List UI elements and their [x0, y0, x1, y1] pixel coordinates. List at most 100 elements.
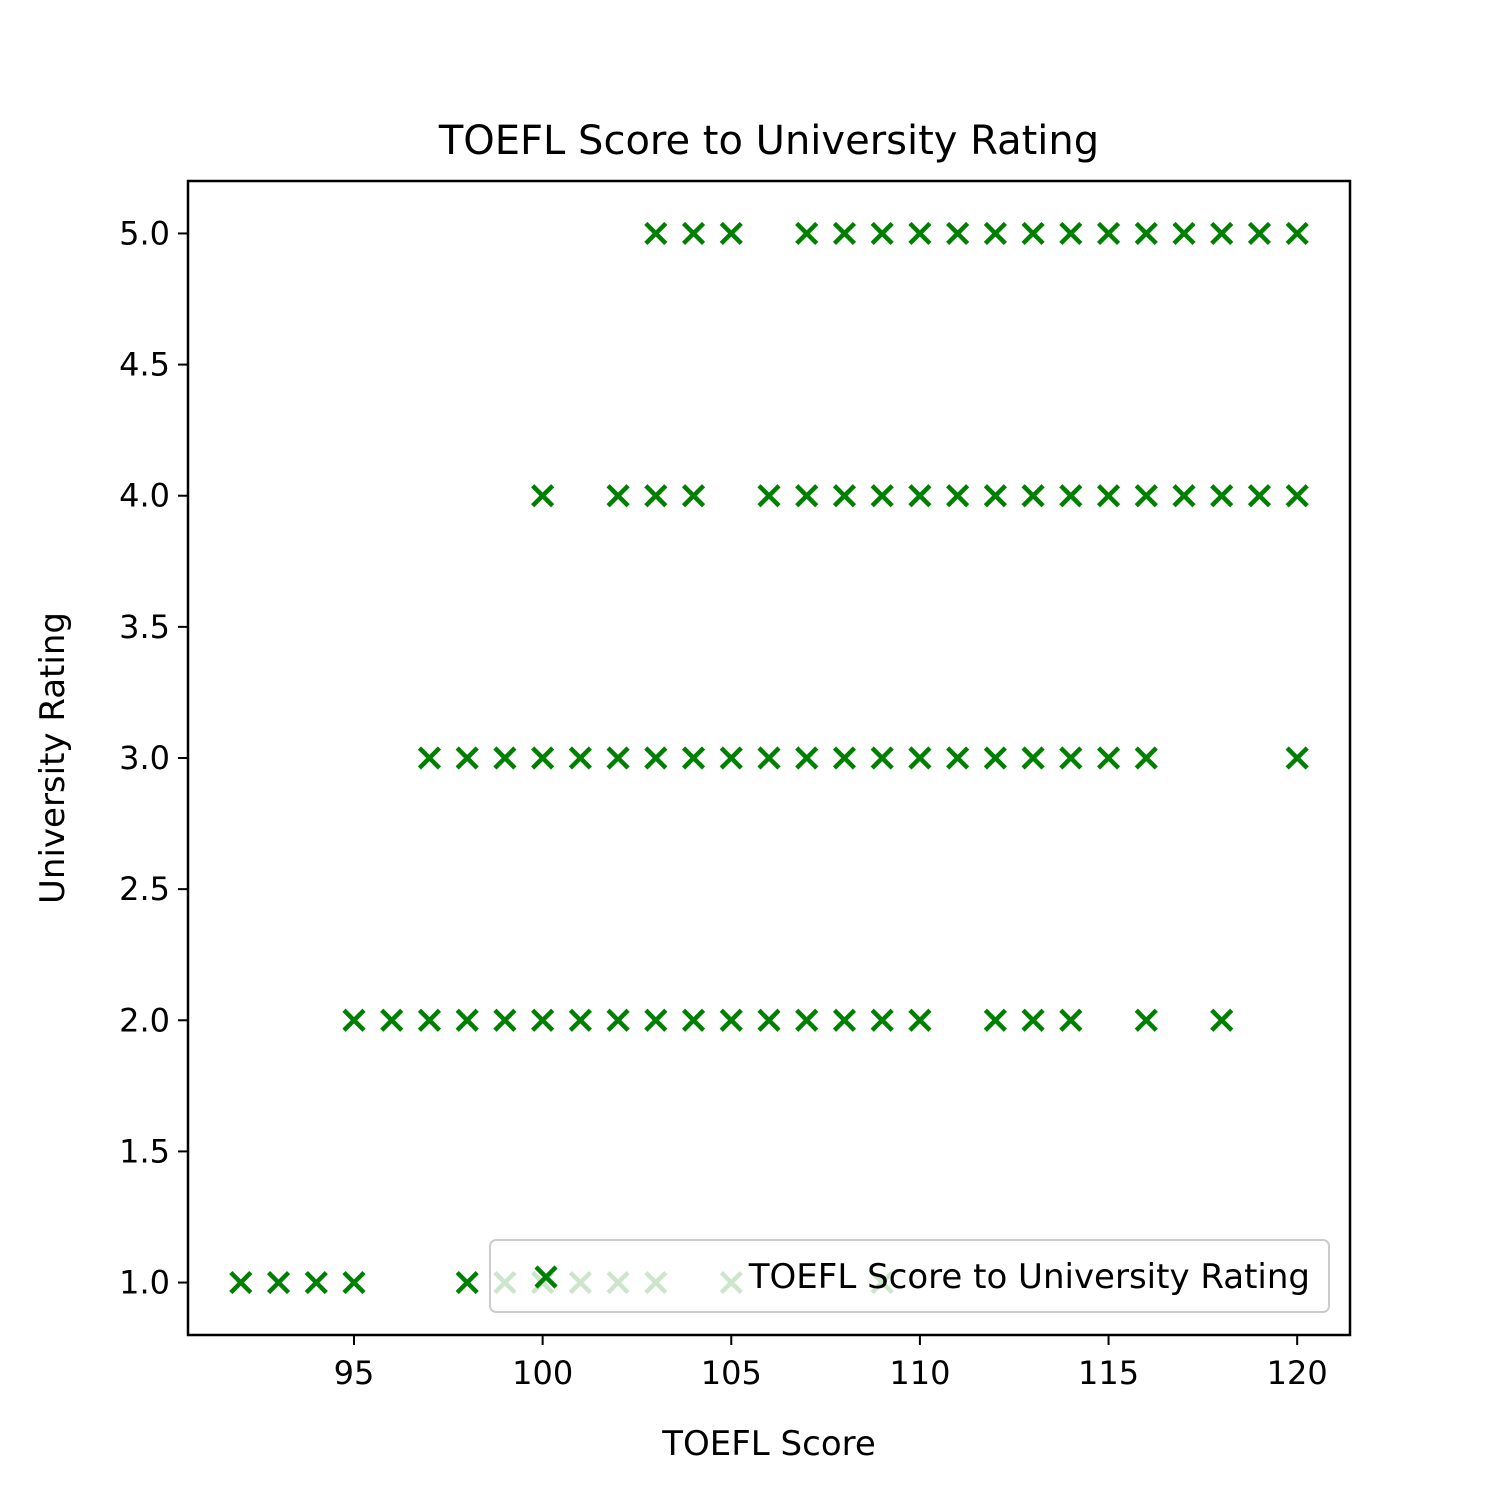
data-point — [644, 221, 668, 246]
data-point — [946, 746, 970, 770]
data-point — [870, 484, 894, 508]
data-point — [1210, 484, 1234, 508]
data-point — [644, 1008, 668, 1032]
data-point — [455, 1270, 479, 1295]
data-point — [983, 221, 1007, 246]
data-point — [606, 1008, 630, 1032]
data-point — [681, 221, 706, 246]
x-tick-label: 120 — [1267, 1354, 1328, 1392]
data-point — [380, 1008, 404, 1032]
data-point — [1059, 746, 1083, 770]
data-point — [1021, 221, 1045, 246]
data-point — [229, 1270, 253, 1295]
x-axis-ticks: 95 100 105 110 115 120 — [334, 1335, 1328, 1392]
data-point — [757, 1008, 781, 1032]
data-point — [531, 746, 555, 770]
y-axis-label: University Rating — [33, 612, 73, 904]
data-point — [1096, 484, 1121, 508]
y-tick-label: 4.0 — [119, 477, 170, 515]
data-point — [832, 484, 857, 508]
x-tick-label: 115 — [1078, 1354, 1139, 1392]
y-axis-ticks: 1.0 1.5 2.0 2.5 3.0 3.5 4.0 4.5 5.0 — [119, 214, 188, 1302]
data-point — [908, 746, 932, 770]
data-point — [795, 1008, 819, 1032]
data-point — [908, 1008, 932, 1032]
data-point — [455, 1008, 479, 1032]
data-point — [1134, 746, 1158, 770]
data-point — [681, 1008, 706, 1032]
data-point — [1134, 484, 1158, 508]
legend: TOEFL Score to University Rating — [489, 1239, 1330, 1313]
data-point — [795, 221, 819, 246]
y-tick-label: 5.0 — [119, 214, 170, 252]
data-point — [568, 1008, 592, 1032]
data-point — [757, 484, 781, 508]
data-point — [1247, 221, 1272, 246]
legend-label: TOEFL Score to University Rating — [748, 1257, 1310, 1297]
y-tick-label: 2.0 — [119, 1001, 170, 1039]
y-tick-label: 1.5 — [119, 1132, 170, 1170]
y-tick-label: 3.5 — [119, 608, 170, 646]
data-point — [417, 746, 442, 770]
data-point — [1134, 221, 1158, 246]
data-point — [568, 746, 592, 770]
y-tick-label: 4.5 — [119, 346, 170, 384]
data-point — [342, 1008, 366, 1032]
data-point — [832, 746, 857, 770]
x-tick-label: 95 — [334, 1354, 375, 1392]
data-point — [1096, 746, 1121, 770]
data-point — [531, 1008, 555, 1032]
data-point — [983, 1008, 1007, 1032]
data-point — [304, 1270, 328, 1295]
data-point — [832, 221, 857, 246]
data-point — [1210, 1008, 1234, 1032]
data-point — [870, 746, 894, 770]
data-point — [644, 746, 668, 770]
data-point — [606, 746, 630, 770]
data-point — [983, 484, 1007, 508]
data-point — [531, 484, 555, 508]
data-point — [1285, 484, 1309, 508]
x-axis-label: TOEFL Score — [661, 1424, 876, 1464]
data-point — [493, 746, 517, 770]
legend-marker — [534, 1265, 558, 1289]
data-point — [266, 1270, 291, 1295]
data-point — [946, 221, 970, 246]
data-point — [1210, 221, 1234, 246]
data-point — [870, 221, 894, 246]
data-point — [983, 746, 1007, 770]
data-point — [1285, 221, 1309, 246]
data-point — [1059, 484, 1083, 508]
y-tick-label: 2.5 — [119, 870, 170, 908]
data-point — [1172, 221, 1196, 246]
data-point — [1134, 1008, 1158, 1032]
data-point — [1059, 221, 1083, 246]
x-tick-label: 105 — [701, 1354, 762, 1392]
data-point — [644, 484, 668, 508]
data-point — [417, 1008, 442, 1032]
x-tick-label: 110 — [889, 1354, 950, 1392]
y-tick-label: 3.0 — [119, 739, 170, 777]
data-point — [1172, 484, 1196, 508]
legend-marker-glyph — [534, 1265, 558, 1289]
data-point — [946, 484, 970, 508]
data-point — [1021, 1008, 1045, 1032]
data-point — [1247, 484, 1272, 508]
data-point — [832, 1008, 857, 1032]
data-point — [908, 221, 932, 246]
data-point — [1021, 746, 1045, 770]
legend-box — [489, 1239, 1330, 1313]
data-point — [1285, 746, 1309, 770]
data-point — [1021, 484, 1045, 508]
y-tick-label: 1.0 — [119, 1264, 170, 1302]
data-point — [1059, 1008, 1083, 1032]
data-point — [719, 1008, 743, 1032]
data-point — [455, 746, 479, 770]
data-point — [681, 484, 706, 508]
data-point — [342, 1270, 366, 1295]
data-point — [606, 484, 630, 508]
data-point — [870, 1008, 894, 1032]
data-point — [493, 1008, 517, 1032]
data-point — [1096, 221, 1121, 246]
